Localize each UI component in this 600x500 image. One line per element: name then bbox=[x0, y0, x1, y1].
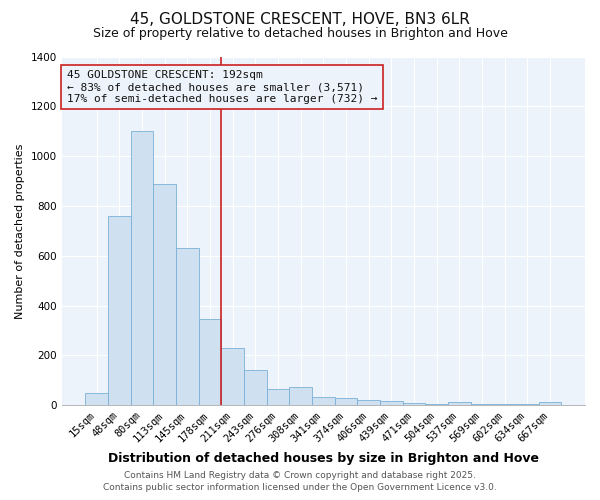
Bar bbox=[85, 393, 108, 405]
Bar bbox=[266, 389, 289, 405]
Bar bbox=[425, 404, 448, 405]
Bar bbox=[154, 184, 176, 405]
Bar bbox=[403, 403, 425, 405]
Bar bbox=[199, 320, 221, 405]
Bar bbox=[380, 401, 403, 405]
Text: 45, GOLDSTONE CRESCENT, HOVE, BN3 6LR: 45, GOLDSTONE CRESCENT, HOVE, BN3 6LR bbox=[130, 12, 470, 28]
Bar bbox=[176, 248, 199, 405]
Bar bbox=[470, 404, 493, 405]
Text: 45 GOLDSTONE CRESCENT: 192sqm
← 83% of detached houses are smaller (3,571)
17% o: 45 GOLDSTONE CRESCENT: 192sqm ← 83% of d… bbox=[67, 70, 377, 104]
Bar bbox=[516, 404, 539, 405]
Bar bbox=[539, 402, 561, 405]
Bar bbox=[335, 398, 358, 405]
Text: Contains HM Land Registry data © Crown copyright and database right 2025.
Contai: Contains HM Land Registry data © Crown c… bbox=[103, 471, 497, 492]
Bar bbox=[289, 388, 312, 405]
Bar bbox=[221, 348, 244, 405]
Y-axis label: Number of detached properties: Number of detached properties bbox=[15, 143, 25, 318]
X-axis label: Distribution of detached houses by size in Brighton and Hove: Distribution of detached houses by size … bbox=[108, 452, 539, 465]
Bar bbox=[448, 402, 470, 405]
Bar bbox=[131, 131, 154, 405]
Bar bbox=[493, 404, 516, 405]
Bar bbox=[358, 400, 380, 405]
Text: Size of property relative to detached houses in Brighton and Hove: Size of property relative to detached ho… bbox=[92, 28, 508, 40]
Bar bbox=[244, 370, 266, 405]
Bar bbox=[312, 396, 335, 405]
Bar bbox=[108, 216, 131, 405]
